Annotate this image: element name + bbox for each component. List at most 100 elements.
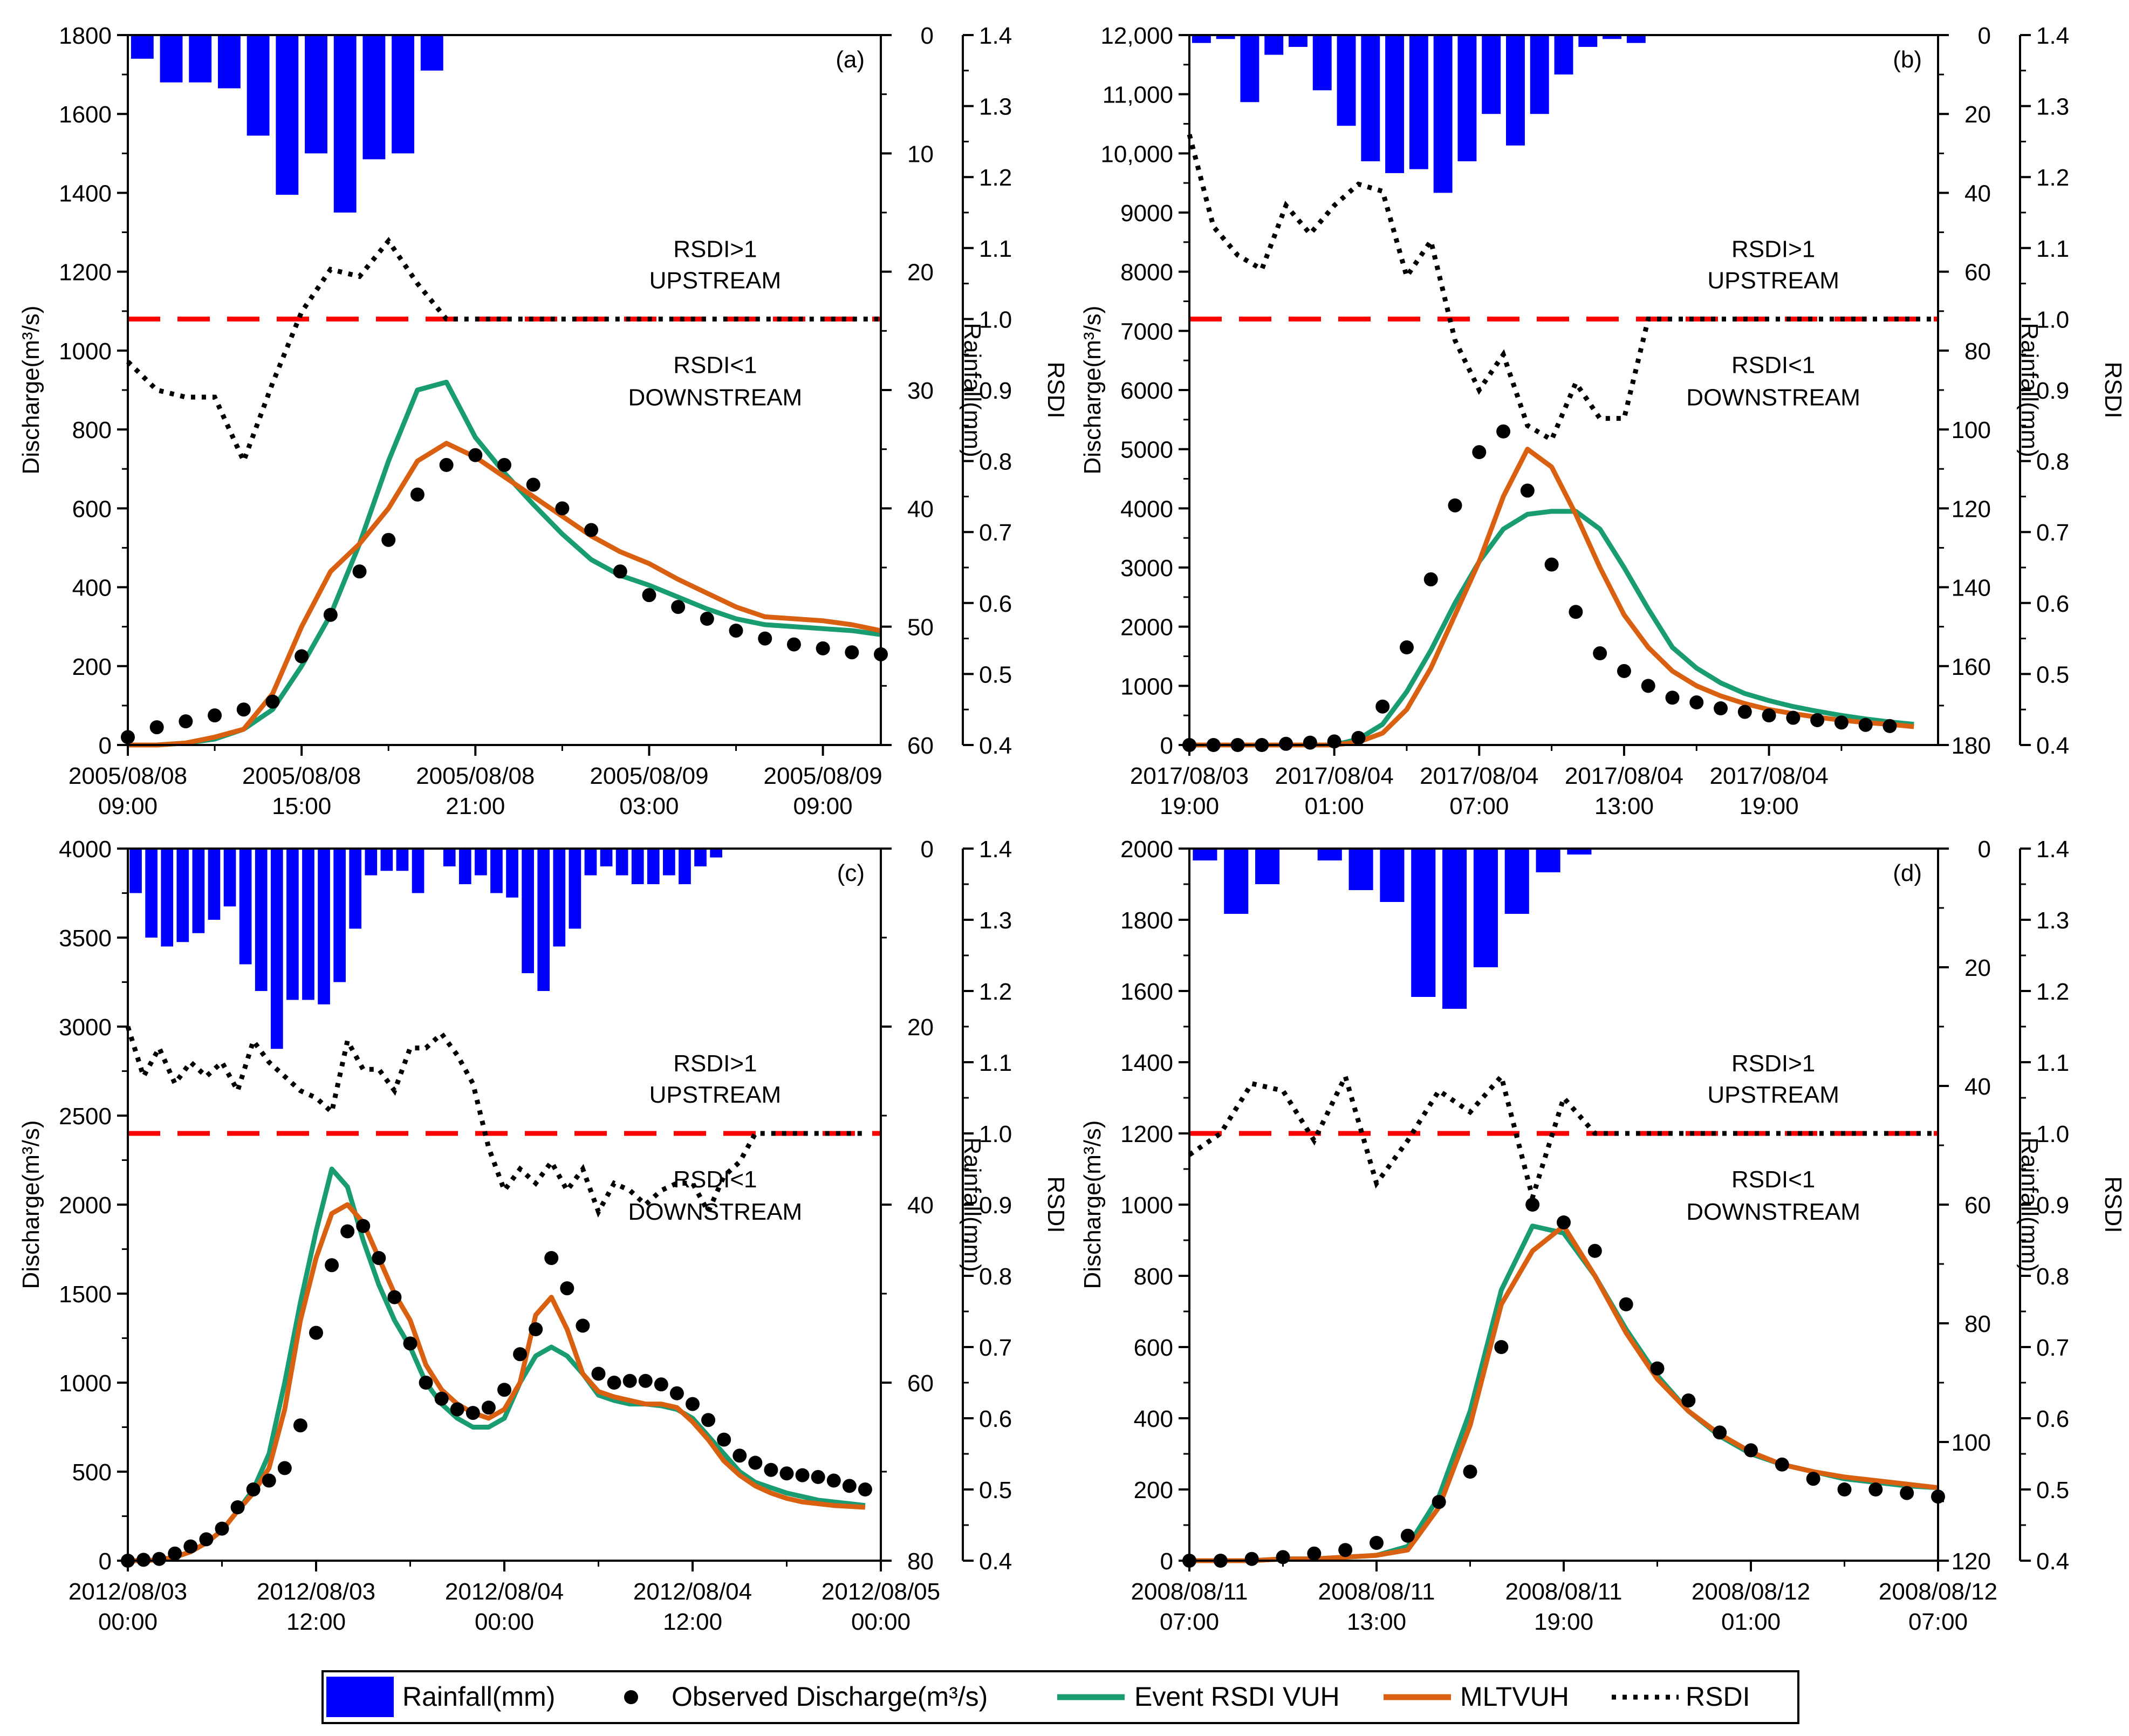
y-tick-label: 400	[72, 575, 112, 602]
observed-point	[372, 1251, 386, 1265]
y-tick-label: 1600	[59, 101, 112, 128]
annotation-downstream-2: DOWNSTREAM	[1686, 384, 1860, 411]
rainfall-bar	[1317, 849, 1342, 860]
y-tick-label: 800	[72, 417, 112, 443]
observed-point	[1641, 679, 1655, 693]
rainfall-bar	[537, 849, 550, 991]
observed-point	[295, 649, 309, 664]
rainfall-bar	[247, 35, 270, 136]
rainfall-bar	[475, 849, 487, 876]
rsdi-tick-label: 1.4	[979, 836, 1012, 863]
observed-point	[1432, 1495, 1446, 1509]
panel-label: (d)	[1893, 860, 1922, 886]
rainfall-bar	[160, 35, 183, 83]
observed-point	[1762, 708, 1776, 723]
rainfall-bar	[458, 849, 471, 884]
x-tick-label-time: 07:00	[1908, 1609, 1968, 1635]
rain-tick-label: 20	[907, 1014, 934, 1041]
chart-panel-4: 0200400600800100012001400160018002000Dis…	[1079, 836, 2126, 1635]
y-tick-label: 400	[1134, 1406, 1173, 1432]
x-tick-label-date: 2017/08/04	[1709, 763, 1828, 789]
rainfall-bar	[1224, 849, 1249, 914]
observed-point	[356, 1219, 371, 1233]
rsdi-tick-label: 0.6	[979, 591, 1012, 617]
legend-rsdi-label: RSDI	[1686, 1682, 1750, 1712]
observed-point	[786, 637, 801, 652]
y-tick-label: 0	[1160, 733, 1173, 759]
observed-point	[1617, 664, 1631, 678]
observed-point	[1279, 736, 1293, 751]
x-tick-label-time: 21:00	[446, 793, 505, 819]
rainfall-bar	[1216, 35, 1235, 39]
y-tick-label: 500	[72, 1459, 112, 1486]
rainfall-bar	[1626, 35, 1646, 43]
rainfall-bar	[1411, 849, 1436, 997]
observed-point	[265, 694, 280, 709]
observed-point	[439, 457, 454, 472]
x-tick-label-time: 07:00	[1160, 1609, 1219, 1635]
observed-point	[642, 588, 656, 603]
rsdi-tick-label: 0.7	[2036, 520, 2069, 546]
x-tick-label-time: 09:00	[98, 793, 158, 819]
rainfall-bar	[362, 35, 386, 160]
annotation-upstream-2: UPSTREAM	[1707, 267, 1839, 293]
rsdi-tick-label: 1.1	[979, 1050, 1012, 1076]
rsdi-tick-label: 1.2	[2036, 979, 2069, 1005]
x-tick-label-time: 00:00	[475, 1609, 534, 1635]
rsdi-line	[125, 1026, 865, 1218]
rsdi-axis-title: RSDI	[1043, 1176, 1069, 1233]
x-tick-label-time: 13:00	[1594, 793, 1654, 819]
observed-point	[1494, 1340, 1509, 1354]
y-tick-label: 3500	[59, 925, 112, 952]
y-tick-label: 2000	[1120, 836, 1173, 863]
rainfall-bar	[1240, 35, 1259, 102]
x-tick-label-time: 12:00	[663, 1609, 722, 1635]
observed-point	[622, 1373, 637, 1388]
observed-point	[717, 1432, 731, 1447]
observed-point	[671, 600, 686, 614]
observed-point	[816, 641, 830, 655]
event-rsdi-vuh-line	[128, 379, 881, 748]
rain-tick-label: 20	[1964, 101, 1991, 128]
rainfall-bar	[1289, 35, 1307, 47]
rsdi-tick-label: 1.0	[979, 306, 1012, 333]
y-tick-label: 3000	[59, 1014, 112, 1041]
rain-tick-label: 40	[1964, 180, 1991, 207]
rain-tick-label: 0	[1978, 23, 1991, 49]
observed-point	[1786, 710, 1801, 725]
observed-point	[576, 1318, 590, 1333]
rainfall-bar	[270, 849, 283, 1049]
y-tick-label: 1800	[59, 23, 112, 49]
rsdi-tick-label: 0.5	[2036, 1477, 2069, 1503]
observed-point	[729, 623, 743, 638]
observed-point	[230, 1500, 245, 1514]
rainfall-bar	[161, 849, 174, 947]
observed-point	[1650, 1361, 1665, 1376]
rainfall-bar	[392, 35, 415, 154]
rsdi-tick-label: 0.8	[2036, 449, 2069, 475]
rain-tick-label: 30	[907, 378, 934, 404]
observed-point	[419, 1376, 433, 1390]
y-tick-label: 600	[72, 496, 112, 522]
observed-point	[403, 1336, 417, 1351]
observed-point	[1713, 1425, 1727, 1440]
rsdi-tick-label: 0.4	[979, 1548, 1012, 1575]
observed-point	[654, 1377, 668, 1392]
observed-point	[1681, 1393, 1696, 1407]
rainfall-bar	[1578, 35, 1598, 47]
x-tick-label-time: 12:00	[286, 1609, 346, 1635]
rsdi-tick-label: 1.3	[2036, 907, 2069, 934]
y-tick-label: 1000	[1120, 673, 1173, 700]
observed-point	[277, 1461, 292, 1475]
rainfall-bar	[192, 849, 205, 933]
observed-point	[607, 1376, 621, 1390]
rainfall-bar	[189, 35, 212, 83]
annotation-downstream-1: RSDI<1	[1731, 352, 1815, 378]
rainfall-bar	[1348, 849, 1373, 890]
rainfall-bar	[600, 849, 613, 866]
rainfall-bar	[694, 849, 707, 866]
observed-point	[236, 702, 251, 717]
annotation-upstream-2: UPSTREAM	[649, 267, 781, 293]
observed-point	[795, 1468, 810, 1482]
observed-point	[1806, 1472, 1820, 1486]
